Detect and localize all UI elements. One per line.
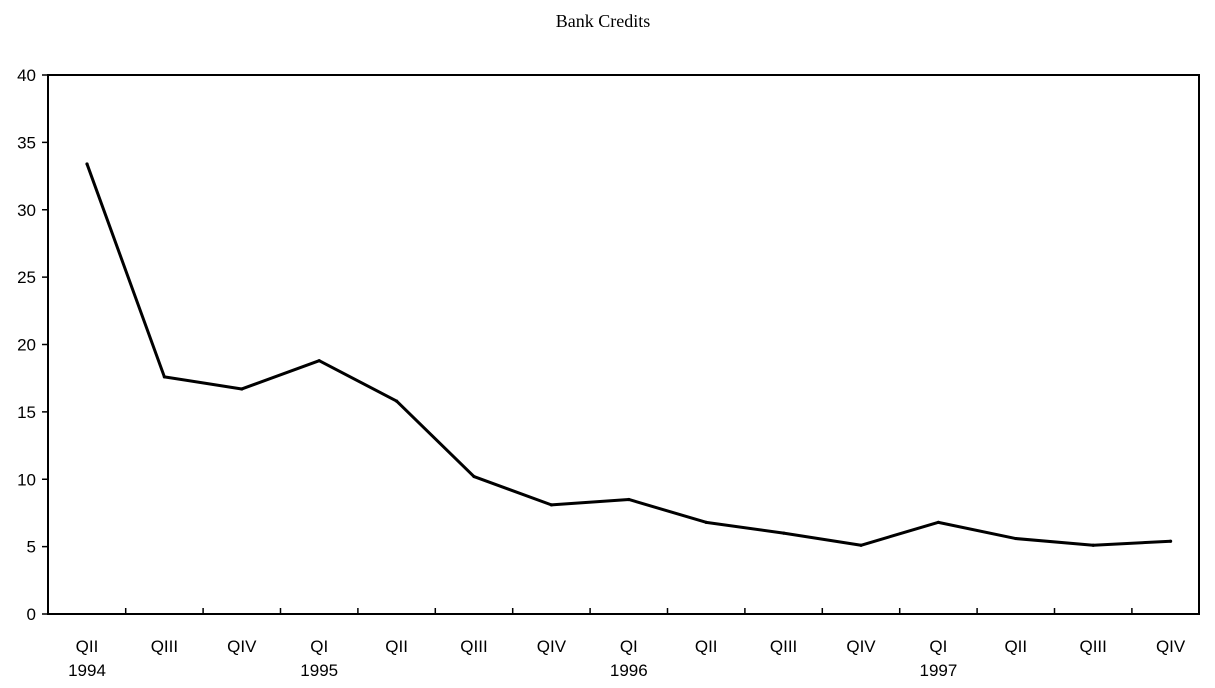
data-point: [859, 543, 863, 547]
x-tick-label: QI: [929, 637, 947, 656]
y-tick-label: 40: [17, 66, 36, 85]
data-point: [395, 399, 399, 403]
data-point: [782, 531, 786, 535]
y-axis: 0 5 10 15 20 25 30 35 40: [17, 66, 48, 624]
x-tick-label: QIV: [227, 637, 257, 656]
x-tick-label: QI: [620, 637, 638, 656]
x-tick-label: QIV: [537, 637, 567, 656]
x-tick-label: QIV: [846, 637, 876, 656]
x-tick-label: QII: [1004, 637, 1027, 656]
series-layer: [85, 162, 1173, 547]
x-year-label: 1996: [610, 661, 648, 680]
x-tick-label: QIII: [151, 637, 178, 656]
chart-title: Bank Credits: [556, 11, 651, 31]
data-point: [549, 503, 554, 507]
x-axis: QII QIII QIV QI QII QIII QIV QI QII QIII QIV QI QII Q…: [68, 608, 1186, 680]
y-tick-label: 5: [27, 538, 36, 557]
x-tick-label: QI: [310, 637, 328, 656]
y-tick-label: 15: [17, 403, 36, 422]
data-point: [240, 387, 244, 391]
x-year-label: 1997: [919, 661, 957, 680]
y-tick-label: 20: [17, 336, 36, 355]
y-tick-label: 35: [17, 133, 36, 152]
x-year-label: 1994: [68, 661, 106, 680]
x-tick-label: QIII: [1079, 637, 1106, 656]
y-tick-label: 30: [17, 201, 36, 220]
data-point: [627, 497, 631, 502]
data-point: [936, 520, 941, 524]
series-line: [85, 163, 1171, 547]
data-point: [85, 162, 89, 166]
data-point: [1014, 536, 1018, 541]
data-point: [1091, 543, 1095, 547]
data-point: [317, 359, 321, 363]
x-tick-label: QII: [695, 637, 718, 656]
y-tick-label: 25: [17, 268, 36, 287]
x-tick-label: QIV: [1156, 637, 1186, 656]
data-point: [162, 375, 166, 379]
plot-area-frame: [47, 74, 1200, 615]
x-tick-label: QIII: [770, 637, 797, 656]
x-tick-label: QIII: [460, 637, 487, 656]
y-tick-label: 10: [17, 470, 36, 489]
data-point: [1169, 539, 1173, 543]
x-year-label: 1995: [300, 661, 338, 680]
y-tick-label: 0: [27, 605, 36, 624]
x-tick-label: QII: [385, 637, 408, 656]
x-tick-label: QII: [76, 637, 99, 656]
data-point: [704, 520, 708, 524]
data-point: [472, 474, 476, 479]
